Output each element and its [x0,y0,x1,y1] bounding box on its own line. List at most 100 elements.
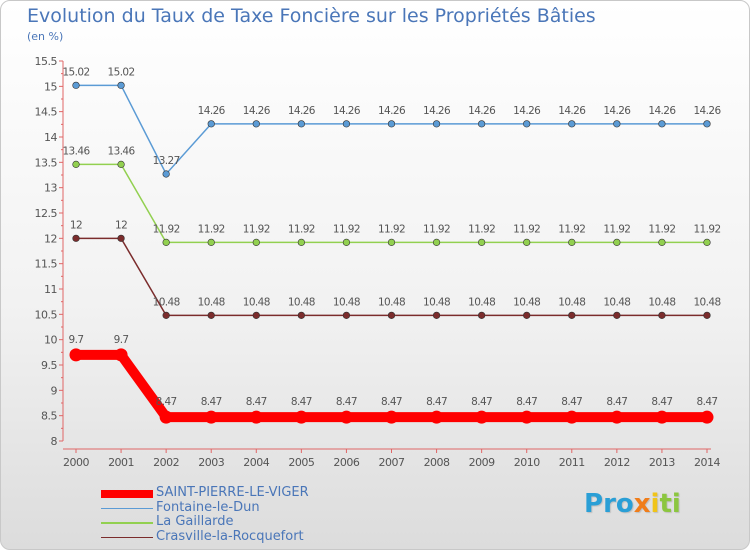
data-point [658,311,666,319]
data-label: 10.48 [693,296,720,308]
y-tick-label: 8 [51,435,58,448]
legend-label: Crasville-la-Rocquefort [156,528,304,544]
data-label: 14.26 [603,105,631,117]
data-point [162,311,170,319]
data-point [523,120,531,128]
data-point [204,410,218,424]
data-label: 12 [115,219,127,231]
data-label: 11.92 [198,223,225,235]
data-label: 11.92 [603,223,630,235]
data-label: 8.47 [561,396,582,408]
data-label: 14.26 [513,105,541,117]
data-point [117,81,125,89]
data-label: 10.48 [288,296,315,308]
series-la-gaillarde: 13.46 13.46 11.92 11.92 11.92 11.92 11.92 11.92… [62,145,721,246]
data-point [207,238,215,246]
data-label: 14.26 [468,105,496,117]
legend-label: Fontaine-le-Dun [156,499,260,515]
data-point [700,410,714,424]
y-tick-label: 15.5 [35,55,58,68]
data-point [703,120,711,128]
data-point [162,238,170,246]
data-point [162,170,170,178]
data-point [610,410,624,424]
data-point [475,410,489,424]
data-label: 15.02 [108,66,135,78]
data-point [387,120,396,128]
data-point [568,120,576,128]
data-label: 8.47 [246,396,267,408]
data-point [72,234,80,242]
data-point [568,311,576,319]
data-label: 10.48 [198,296,225,308]
logo-letter: i [671,489,681,519]
data-label: 14.26 [333,105,361,117]
data-label: 8.47 [201,396,222,408]
data-point [72,160,80,168]
x-tick-label: 2006 [333,456,359,469]
data-label: 14.26 [243,105,271,117]
x-tick-label: 2000 [63,456,89,469]
line-chart: 8 8.5 9 9.5 10 10.5 11 11.5 12 12.5 13 13.5 14 14.5 15… [35,55,723,469]
chart-title: Evolution du Taux de Taxe Foncière sur l… [27,5,596,27]
y-tick-label: 15 [44,80,57,93]
data-label: 11.92 [378,223,405,235]
data-label: 10.48 [333,296,360,308]
data-label: 10.48 [513,296,540,308]
data-label: 14.26 [288,105,316,117]
data-point [294,410,308,424]
data-label: 10.48 [603,296,630,308]
legend-swatch [101,507,153,509]
data-point [207,120,215,128]
data-label: 13.27 [153,155,180,167]
data-point [520,410,534,424]
y-tick-label: 9.5 [41,359,57,372]
proxiti-logo: Proxiti [584,489,681,519]
legend-label: La Gaillarde [156,514,234,529]
y-tick-label: 10.5 [35,308,58,321]
y-tick-label: 9 [51,384,58,397]
y-tick-label: 14 [44,131,57,144]
y-tick-label: 13 [44,182,57,195]
data-point [72,81,80,89]
data-point [478,120,486,128]
series-saint-pierre-le-viger: 9.7 9.7 8.47 8.47 8.47 8.47 8.47 8.47 8.47 8.47 8.… [69,334,718,424]
data-point [432,311,441,319]
legend-label: SAINT-PIERRE-LE-VIGER [156,485,309,500]
legend-swatch [101,490,153,498]
y-tick-label: 12 [44,232,57,245]
data-point [297,238,305,246]
data-point [117,234,125,242]
data-point [339,410,353,424]
x-tick-label: 2002 [153,456,179,469]
x-tick-label: 2003 [198,456,224,469]
data-label: 8.47 [381,396,402,408]
series-crasville-la-rocquefort: 12 12 10.48 10.48 10.48 10.48 10.48 10.48 10.48 1… [70,219,721,319]
data-label: 8.47 [697,396,718,408]
data-label: 11.92 [648,223,675,235]
x-tick-label: 2011 [559,456,585,469]
data-label: 14.26 [693,105,721,117]
data-label: 11.92 [423,223,450,235]
logo-letter: x [633,489,651,519]
y-tick-label: 14.5 [35,106,58,119]
data-point [568,238,576,246]
data-point [342,311,351,319]
data-label: 14.26 [423,105,451,117]
y-tick-label: 11.5 [35,258,58,271]
data-point [387,238,396,246]
logo-letter: P [584,489,604,519]
legend-swatch [101,522,153,524]
logo-letter: t [659,489,672,519]
data-point [613,311,621,319]
data-point [703,311,711,319]
data-point [249,410,263,424]
logo-letter: i [650,489,660,519]
data-point [655,410,669,424]
data-label: 11.92 [288,223,315,235]
y-tick-label: 12.5 [35,207,58,220]
data-point [69,348,83,362]
y-tick-label: 13.5 [35,156,58,169]
data-label: 11.92 [333,223,360,235]
